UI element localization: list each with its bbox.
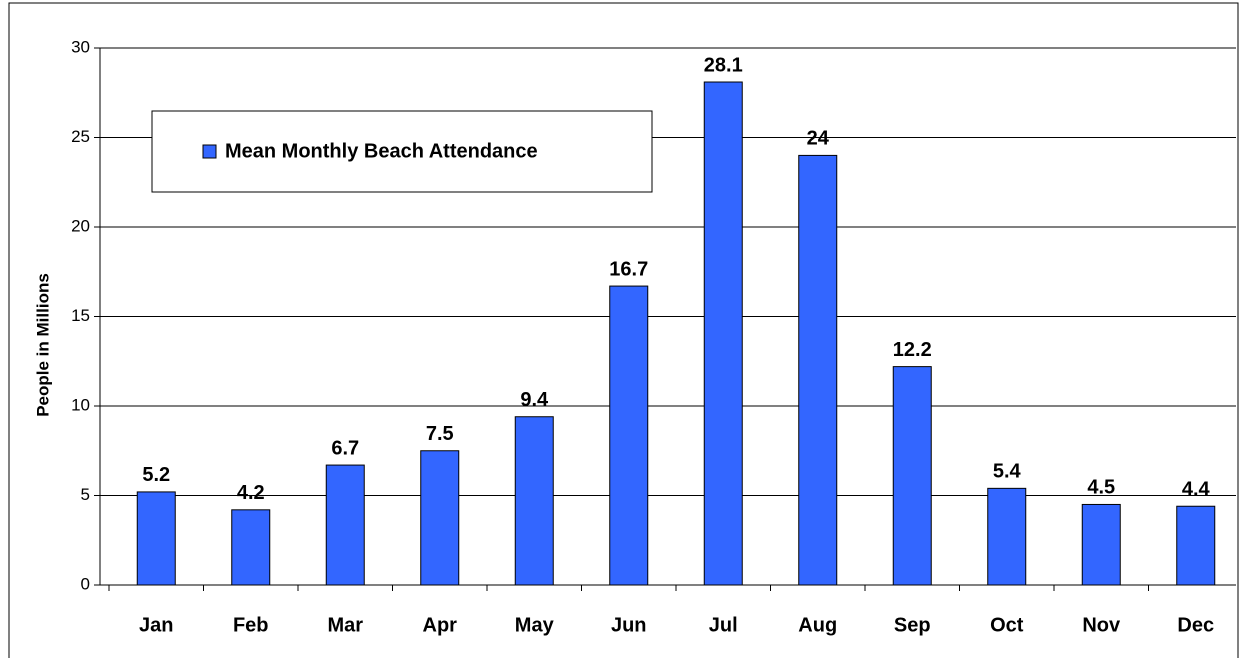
x-tick-label: Oct: [990, 614, 1024, 636]
y-tick-label: 25: [71, 127, 90, 146]
y-tick-label: 20: [71, 216, 90, 235]
y-axis-label: People in Millions: [33, 273, 52, 417]
x-tick-label: Feb: [233, 614, 269, 636]
legend-box: [151, 110, 653, 193]
x-tick-label: Aug: [798, 614, 837, 636]
bar: [420, 450, 460, 586]
data-label: 5.2: [142, 464, 170, 486]
y-tick-label: 10: [71, 395, 90, 414]
bar: [1081, 503, 1121, 586]
data-label: 4.5: [1087, 477, 1115, 499]
bar: [325, 464, 365, 586]
x-tick-label: Jun: [611, 614, 647, 636]
bar: [987, 487, 1027, 586]
bar: [798, 154, 838, 586]
x-tick-label: Jan: [139, 614, 173, 636]
bar: [892, 366, 932, 586]
bar: [1176, 505, 1216, 586]
data-label: 12.2: [893, 339, 932, 361]
x-tick-label: Dec: [1177, 614, 1214, 636]
data-label: 5.4: [993, 461, 1022, 483]
x-tick-label: Sep: [894, 614, 931, 636]
x-tick-label: Apr: [423, 614, 458, 636]
data-label: 4.2: [237, 482, 265, 504]
bar: [231, 509, 271, 586]
data-label: 28.1: [704, 54, 743, 76]
y-tick-label: 15: [71, 306, 90, 325]
data-label: 7.5: [426, 423, 454, 445]
x-tick-label: Nov: [1082, 614, 1121, 636]
y-tick-label: 5: [81, 485, 90, 504]
data-label: 4.4: [1182, 479, 1211, 501]
y-tick-label: 30: [71, 37, 90, 56]
data-label: 16.7: [609, 258, 648, 280]
x-tick-label: Mar: [327, 614, 363, 636]
bar: [609, 285, 649, 586]
legend-label: Mean Monthly Beach Attendance: [225, 140, 538, 162]
y-tick-label: 0: [81, 574, 90, 593]
bar: [514, 416, 554, 586]
x-tick-label: May: [515, 614, 555, 636]
x-tick-label: Jul: [709, 614, 738, 636]
bar: [703, 81, 743, 586]
legend-swatch: [202, 144, 217, 159]
data-label: 9.4: [520, 389, 549, 411]
bar: [136, 491, 176, 586]
data-label: 6.7: [331, 437, 359, 459]
data-label: 24: [807, 128, 830, 150]
